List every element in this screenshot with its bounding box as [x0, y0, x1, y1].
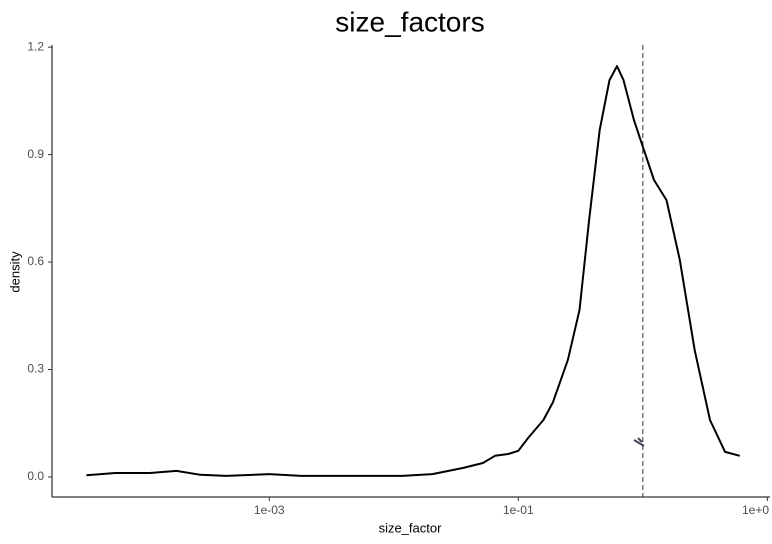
marker-glyph	[633, 437, 645, 447]
y-tick-label: 1.2	[27, 39, 44, 53]
x-tick-label: 1e+0	[742, 503, 769, 517]
y-tick-label: 0.6	[27, 254, 44, 268]
x-axis-label: size_factor	[379, 520, 443, 535]
density-line	[86, 65, 740, 477]
x-tick-label: 1e-01	[503, 503, 534, 517]
y-axis-label: density	[7, 251, 22, 293]
y-tick-label: 0.3	[27, 362, 44, 376]
x-tick-label: 1e-03	[254, 503, 285, 517]
chart-title: size_factors	[335, 6, 484, 37]
y-tick-label: 0.9	[27, 147, 44, 161]
y-tick-label: 0.0	[27, 469, 44, 483]
